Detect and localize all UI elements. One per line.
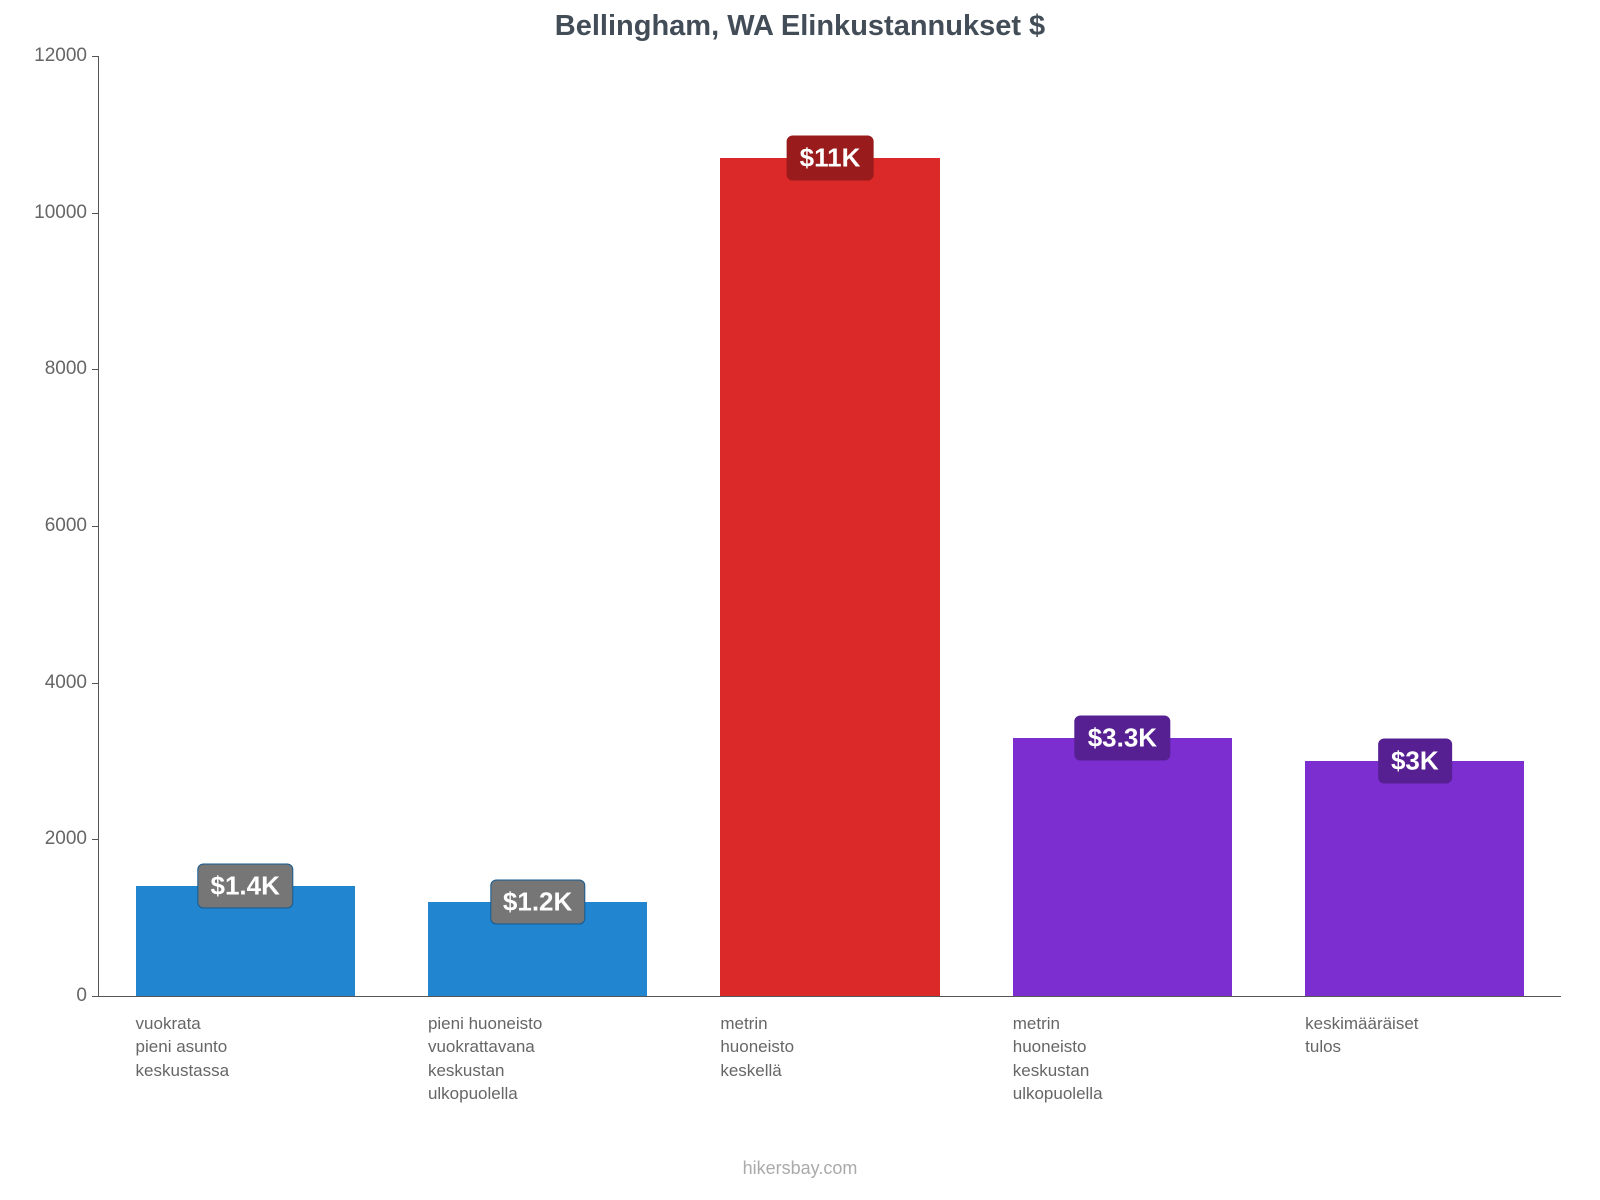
x-tick-label: pieni huoneisto vuokrattavana keskustan …	[428, 1012, 647, 1106]
x-tick-label: metrin huoneisto keskustan ulkopuolella	[1013, 1012, 1232, 1106]
x-tick-label: metrin huoneisto keskellä	[720, 1012, 939, 1082]
bar	[720, 158, 939, 996]
x-tick-label: vuokrata pieni asunto keskustassa	[136, 1012, 355, 1082]
plot-area: 020004000600080001000012000$1.4Kvuokrata…	[98, 56, 1561, 997]
bar-value-badge: $1.4K	[197, 864, 292, 909]
y-tick-label: 8000	[45, 358, 87, 380]
y-tick-line	[92, 839, 99, 840]
bar	[1013, 738, 1232, 997]
x-tick-label: keskimääräiset tulos	[1305, 1012, 1524, 1059]
y-tick-line	[92, 526, 99, 527]
y-tick-line	[92, 996, 99, 997]
y-tick-label: 12000	[34, 45, 87, 67]
bar-value-badge: $3.3K	[1075, 715, 1170, 760]
bar-value-badge: $3K	[1378, 739, 1452, 784]
y-tick-label: 2000	[45, 828, 87, 850]
bar	[1305, 761, 1524, 996]
bar-value-badge: $11K	[787, 135, 874, 180]
bar-value-badge: $1.2K	[490, 880, 585, 925]
y-tick-label: 10000	[34, 202, 87, 224]
cost-bar-chart: Bellingham, WA Elinkustannukset $ 020004…	[0, 0, 1600, 1200]
y-tick-line	[92, 683, 99, 684]
attribution-text: hikersbay.com	[0, 1158, 1600, 1179]
y-tick-line	[92, 56, 99, 57]
y-tick-line	[92, 369, 99, 370]
y-tick-line	[92, 213, 99, 214]
chart-title: Bellingham, WA Elinkustannukset $	[0, 10, 1600, 43]
y-tick-label: 0	[76, 985, 87, 1007]
y-tick-label: 4000	[45, 672, 87, 694]
y-tick-label: 6000	[45, 515, 87, 537]
